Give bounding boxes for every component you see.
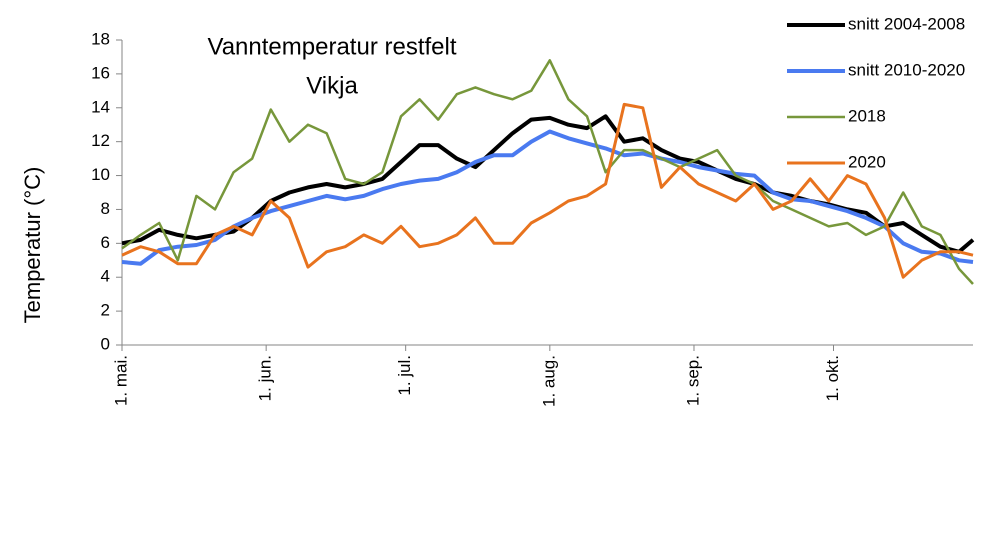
legend-label: 2018 [848,106,886,125]
line-series [121,114,975,254]
line-series [121,102,974,279]
y-tick-label: 8 [101,199,110,218]
chart-title: Vikja [306,72,358,99]
legend-label: snitt 2010-2020 [848,60,965,79]
y-tick-label: 6 [101,233,110,252]
line-series [121,59,974,285]
y-tick-label: 18 [91,29,110,48]
y-tick-label: 2 [101,301,110,320]
x-tick-label: 1. aug. [539,355,558,407]
y-tick-label: 10 [91,165,110,184]
x-tick-label: 1. jul. [395,355,414,396]
x-tick-label: 1. okt. [823,355,842,401]
x-tick-label: 1. jun. [256,355,275,401]
y-tick-label: 14 [91,97,110,116]
legend-label: snitt 2004-2008 [848,14,965,33]
y-tick-label: 0 [101,334,110,353]
y-tick-label: 16 [91,63,110,82]
legend-label: 2020 [848,152,886,171]
chart-title: Vanntemperatur restfelt [207,33,456,60]
line-series [121,129,974,266]
x-tick-label: 1. mai. [111,355,130,406]
x-tick-label: 1. sep. [683,355,702,406]
y-tick-label: 12 [91,131,110,150]
y-tick-label: 4 [101,267,110,286]
y-axis-label: Temperatur (°C) [20,167,45,324]
